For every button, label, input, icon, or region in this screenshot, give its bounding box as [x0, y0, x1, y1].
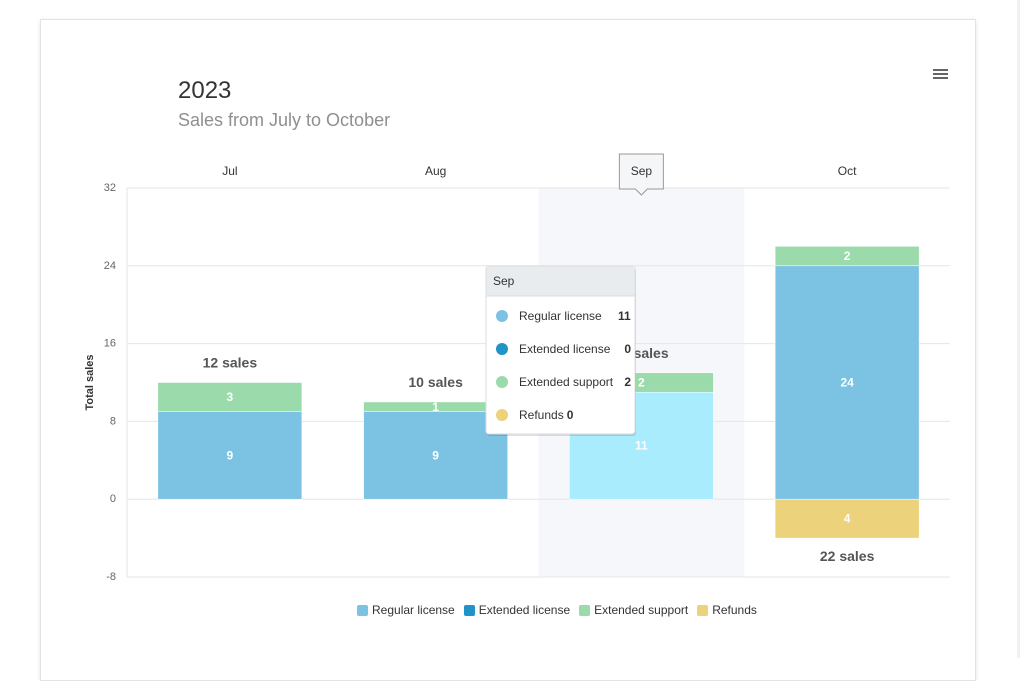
bar-data-label: 11: [635, 439, 648, 453]
chart-title: 2023: [178, 77, 232, 104]
tooltip-series-value: 2: [624, 375, 631, 389]
y-tick-label: 16: [104, 338, 116, 350]
bar-data-label: 24: [840, 376, 854, 390]
tooltip: Sep Regular license 11 Extended license 0 Ext…: [485, 265, 636, 436]
stack-total-label: 12 sales: [203, 355, 258, 371]
legend-swatch: [579, 604, 591, 616]
chart-card: 2023 Sales from July to October -8 0 8 16 24…: [40, 19, 976, 681]
y-tick-label: 0: [110, 493, 116, 505]
bar-regular-license-aug[interactable]: [363, 411, 508, 500]
y-tick-label: 32: [104, 182, 116, 194]
tooltip-box: [485, 265, 636, 435]
legend-label: Extended support: [594, 603, 689, 617]
stack-total-label: 22 sales: [820, 548, 875, 564]
hamburger-menu-icon[interactable]: [931, 66, 951, 82]
bar-data-label: 4: [844, 512, 851, 526]
bar-data-label: 2: [638, 376, 645, 390]
bar-data-label: 9: [227, 448, 234, 462]
legend-item-refunds[interactable]: Refunds: [697, 603, 757, 617]
legend-swatch: [463, 604, 475, 616]
x-tick-label: Aug: [425, 164, 446, 178]
legend-swatch: [357, 604, 368, 616]
y-tick-label: -8: [106, 571, 116, 583]
legend-item-extended-license[interactable]: Extended license: [463, 603, 571, 617]
tooltip-series-name: Extended support: [519, 375, 614, 389]
bar-data-label: 2: [844, 249, 851, 263]
legend-swatch: [697, 604, 709, 616]
tooltip-series-name: Extended license: [519, 342, 611, 356]
bar-extended-support-oct[interactable]: [774, 246, 920, 267]
tooltip-series-name: Refunds: [519, 408, 564, 422]
chart-subtitle: Sales from July to October: [178, 110, 391, 130]
tooltip-marker-regular-license: [496, 310, 508, 322]
tooltip-header: Sep: [493, 274, 515, 288]
x-tick-label: Sep: [631, 164, 653, 178]
bar-regular-license-oct[interactable]: [774, 265, 920, 500]
crosshair-label-box: [618, 153, 664, 196]
y-tick-label: 24: [104, 260, 116, 272]
bar-data-label: 1: [432, 400, 439, 414]
bar-extended-support-jul[interactable]: [157, 382, 303, 412]
legend-label: Refunds: [712, 603, 757, 617]
legend-item-extended-support[interactable]: Extended support: [579, 603, 688, 617]
bar-regular-license-jul[interactable]: [157, 411, 303, 500]
legend-label: Extended license: [478, 603, 571, 617]
tooltip-series-name: Regular license: [519, 309, 602, 323]
stack-total-label: 10 sales: [408, 374, 463, 390]
tooltip-series-value: 0: [624, 342, 631, 356]
x-tick-label: Jul: [222, 164, 237, 178]
tooltip-marker-refunds: [496, 409, 508, 421]
bar-refunds-oct[interactable]: [774, 498, 920, 539]
bar-data-label: 9: [432, 448, 439, 462]
tooltip-marker-extended-support: [496, 376, 508, 388]
crosshair-label: [618, 153, 664, 196]
legend-label: Regular license: [372, 603, 455, 617]
y-axis-title: Total sales: [84, 354, 96, 410]
bar-data-label: 3: [227, 390, 234, 404]
tooltip-series-value: 0: [567, 408, 574, 422]
tooltip-header-bg: [486, 266, 635, 297]
y-tick-label: 8: [110, 415, 116, 427]
tooltip-marker-extended-license: [496, 343, 508, 355]
tooltip-series-value: 11: [618, 309, 631, 323]
page-scrollbar[interactable]: [1017, 0, 1020, 658]
legend-item-regular-license[interactable]: Regular license: [357, 603, 455, 617]
x-tick-label: Oct: [838, 164, 857, 178]
chart-legend: Regular license Extended license Extended …: [357, 603, 757, 617]
